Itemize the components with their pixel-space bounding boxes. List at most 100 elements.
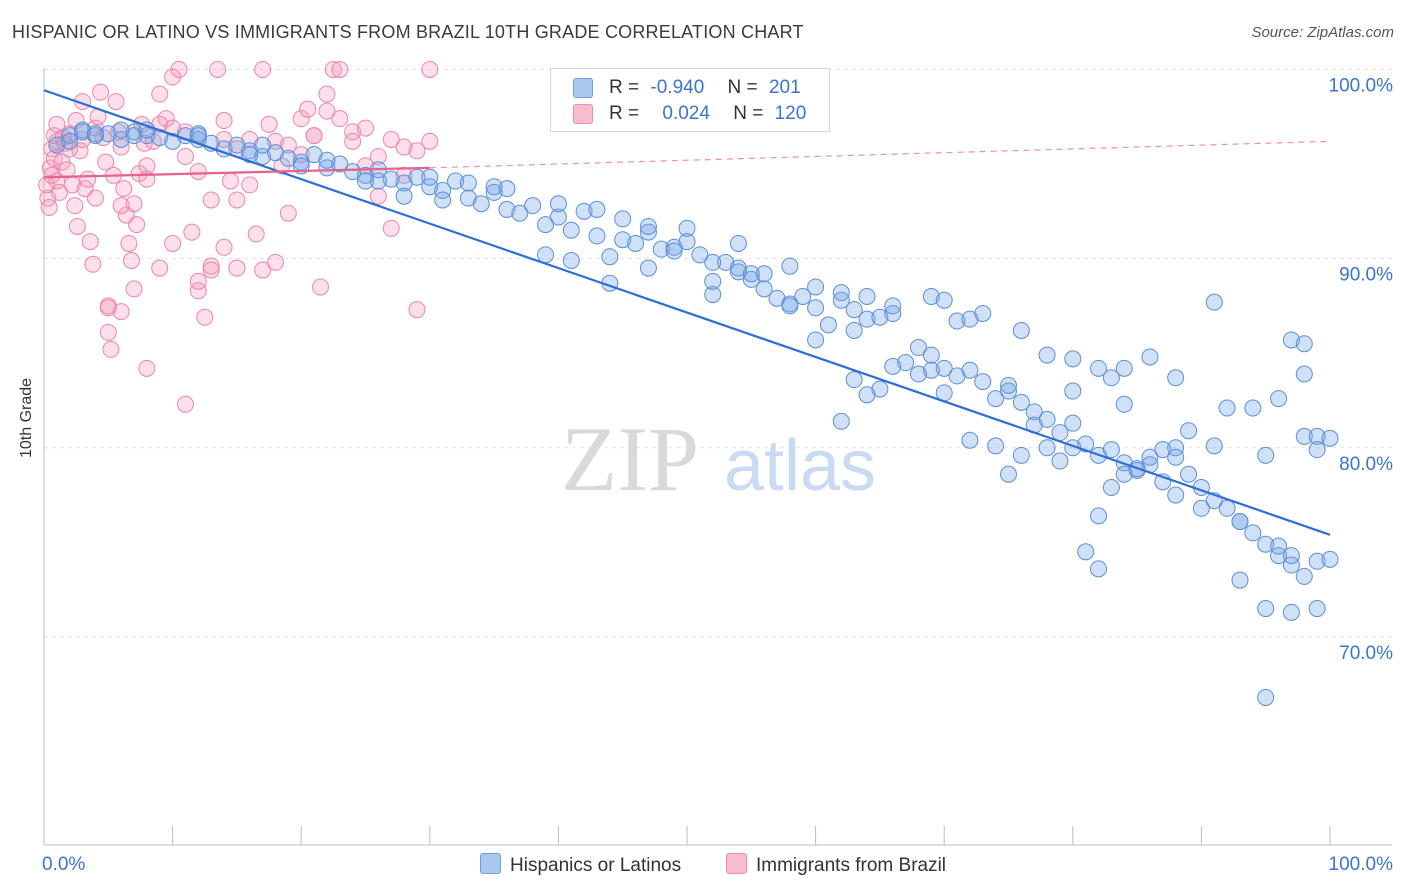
data-point-hispanic [884, 297, 902, 315]
data-point-brazil [279, 136, 297, 154]
data-point-brazil [357, 119, 374, 137]
data-point-brazil [151, 259, 169, 277]
bottom-legend-swatch-pink [726, 853, 747, 874]
data-point-hispanic [1282, 547, 1300, 565]
y-tick-label: 70.0% [1339, 643, 1393, 664]
data-point-hispanic [614, 231, 632, 249]
data-point-hispanic [61, 132, 79, 150]
series-immigrants-from-brazil [38, 60, 439, 413]
data-point-hispanic [1257, 600, 1275, 618]
data-point-brazil [254, 261, 272, 279]
data-point-hispanic [1064, 382, 1082, 400]
data-point-hispanic [1025, 403, 1043, 421]
data-point-hispanic [1321, 429, 1339, 447]
data-point-hispanic [909, 339, 927, 357]
data-point-hispanic [832, 284, 850, 302]
data-point-hispanic [562, 252, 580, 270]
data-point-hispanic [1295, 365, 1313, 383]
data-point-hispanic [1038, 410, 1056, 428]
data-point-hispanic [318, 151, 336, 169]
data-point-hispanic [832, 412, 850, 430]
data-point-hispanic [1180, 422, 1198, 440]
data-point-hispanic [807, 331, 825, 349]
data-point-hispanic [768, 289, 786, 307]
data-point-hispanic [1038, 439, 1056, 457]
data-point-hispanic [922, 346, 940, 364]
data-point-hispanic [755, 280, 773, 298]
data-point-hispanic [1308, 552, 1326, 570]
data-point-hispanic [447, 172, 465, 190]
data-point-hispanic [537, 216, 555, 234]
data-point-hispanic [472, 195, 490, 213]
data-point-hispanic [1012, 393, 1030, 411]
data-point-brazil [50, 183, 68, 201]
data-point-hispanic [125, 123, 143, 141]
data-point-brazil [408, 142, 426, 160]
data-point-hispanic [614, 210, 632, 228]
data-point-hispanic [138, 127, 156, 145]
data-point-brazil [112, 303, 130, 321]
data-point-hispanic [1295, 427, 1313, 445]
data-point-hispanic [421, 168, 439, 186]
legend-n-label: N = [733, 103, 764, 124]
data-point-hispanic [639, 223, 657, 241]
data-point-brazil [215, 130, 233, 148]
data-point-hispanic [164, 132, 182, 150]
y-tick-label: 100.0% [1329, 75, 1394, 96]
legend-n-value: 120 [774, 103, 807, 124]
data-point-hispanic [717, 253, 735, 271]
data-point-hispanic [1257, 446, 1275, 464]
data-point-hispanic [1038, 346, 1056, 364]
data-point-hispanic [1000, 465, 1017, 483]
data-point-hispanic [961, 310, 979, 328]
data-point-brazil [112, 197, 130, 215]
data-point-brazil [99, 299, 117, 317]
data-point-hispanic [1218, 499, 1236, 517]
data-point-brazil [81, 233, 99, 251]
data-point-hispanic [871, 380, 889, 398]
data-point-brazil [79, 170, 97, 188]
data-point-hispanic [549, 195, 567, 213]
data-point-hispanic [86, 125, 104, 143]
data-point-hispanic [331, 155, 349, 173]
data-point-hispanic [1192, 499, 1210, 517]
data-point-brazil [221, 172, 239, 190]
data-point-hispanic [588, 227, 606, 245]
data-point-brazil [260, 115, 278, 133]
data-point-brazil [58, 161, 76, 179]
data-point-hispanic [279, 149, 297, 167]
data-point-brazil [99, 323, 117, 341]
data-point-hispanic [1000, 382, 1017, 400]
data-point-hispanic [357, 172, 374, 190]
data-point-hispanic [858, 386, 876, 404]
data-point-brazil [279, 204, 297, 222]
data-point-hispanic [61, 127, 79, 145]
data-point-hispanic [601, 248, 619, 266]
data-point-hispanic [498, 200, 516, 218]
data-point-hispanic [498, 180, 516, 198]
data-point-brazil [311, 278, 329, 296]
data-point-brazil [382, 219, 400, 237]
data-point-hispanic [305, 146, 323, 164]
data-point-hispanic [395, 187, 413, 205]
data-point-hispanic [524, 197, 542, 215]
data-point-brazil [102, 340, 120, 358]
data-point-hispanic [1000, 376, 1017, 394]
data-point-hispanic [897, 354, 915, 372]
data-point-hispanic [266, 144, 284, 162]
data-point-brazil [421, 60, 439, 78]
data-point-hispanic [1167, 439, 1185, 457]
data-point-hispanic [1115, 395, 1133, 413]
data-point-hispanic [807, 299, 825, 317]
correlation-legend: R = -0.940 N = 201 R = 0.024 N = 120 [550, 68, 830, 132]
legend-n-label: N = [727, 77, 758, 98]
data-point-hispanic [1090, 359, 1108, 377]
data-point-brazil [292, 110, 310, 128]
data-point-hispanic [112, 130, 130, 148]
data-point-brazil [115, 180, 133, 198]
data-point-brazil [382, 130, 400, 148]
data-point-brazil [125, 195, 143, 213]
data-point-hispanic [1077, 543, 1095, 561]
data-point-hispanic [48, 136, 66, 154]
data-point-hispanic [627, 234, 645, 252]
